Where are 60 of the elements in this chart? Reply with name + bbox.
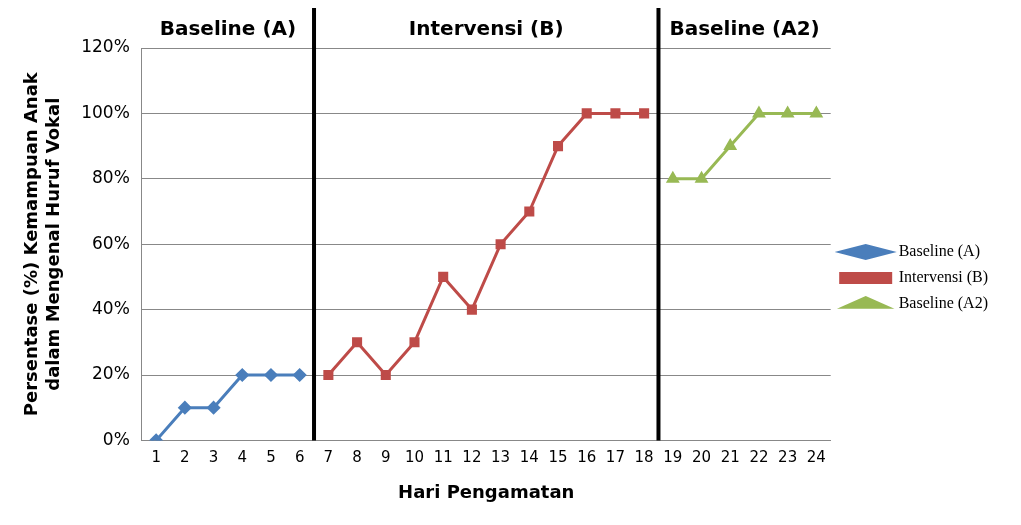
x-tick-label: 7 — [323, 447, 334, 466]
point — [438, 271, 449, 282]
x-tick-label: 2 — [180, 447, 190, 466]
x-tick-label: 11 — [433, 447, 453, 466]
point — [293, 368, 307, 382]
x-tick-label: 20 — [691, 447, 712, 466]
point — [753, 106, 765, 118]
text: Baseline (A) — [159, 16, 297, 41]
x-tick-label: 16 — [577, 447, 597, 466]
point — [810, 106, 823, 118]
x-tick-label: 17 — [605, 447, 625, 466]
legend-label: Intervensi (B) — [898, 268, 989, 287]
point — [524, 206, 535, 217]
x-tick-label: 23 — [778, 447, 798, 466]
point — [724, 139, 737, 151]
x-tick-label: 4 — [237, 447, 248, 466]
y-tick-label: 100% — [81, 101, 130, 122]
y-tick-label: 40% — [92, 298, 130, 319]
x-tick-label: 10 — [404, 447, 425, 466]
point — [207, 401, 221, 415]
text: Intervensi (B) — [408, 16, 564, 41]
x-tick-label: 12 — [462, 447, 482, 466]
point — [466, 304, 477, 315]
x-tick-label: 19 — [663, 447, 683, 466]
x-axis-title: Hari Pengamatan — [398, 480, 575, 502]
point — [323, 369, 334, 381]
legend-label: Baseline (A) — [898, 242, 981, 261]
x-tick-label: 24 — [806, 447, 826, 466]
x-tick-label: 21 — [720, 447, 740, 466]
x-tick-label: 1 — [151, 447, 161, 466]
x-tick-label: 8 — [352, 447, 362, 466]
y-tick-label: 0% — [102, 428, 130, 449]
point — [264, 368, 278, 382]
legend-label: Baseline (A2) — [898, 294, 989, 313]
x-tick-label: 22 — [749, 447, 769, 466]
x-tick-label: 14 — [519, 447, 539, 466]
text: Baseline (A2) — [669, 16, 820, 41]
x-tick-label: 9 — [381, 447, 391, 466]
point — [495, 239, 506, 250]
point — [610, 108, 621, 119]
point — [178, 401, 192, 415]
y-tick-label: 80% — [92, 167, 130, 188]
x-tick-label: 6 — [294, 447, 305, 466]
point — [552, 141, 564, 152]
point — [352, 337, 363, 348]
point — [409, 337, 420, 348]
point — [781, 106, 794, 118]
x-tick-label: 18 — [634, 447, 654, 466]
y-axis-title: Persentase (%) Kemampuan Anak dalam Mengenal Huruf Vokal — [20, 71, 64, 417]
point — [639, 108, 650, 119]
x-tick-label: 5 — [266, 447, 276, 466]
point — [380, 369, 391, 381]
y-tick-label: 120% — [81, 36, 130, 57]
x-tick-label: 3 — [208, 447, 219, 466]
point — [235, 368, 249, 382]
point — [581, 108, 592, 119]
y-tick-label: 60% — [92, 232, 130, 253]
x-tick-label: 15 — [548, 447, 568, 466]
y-tick-label: 20% — [92, 363, 130, 384]
x-tick-label: 13 — [491, 447, 511, 466]
